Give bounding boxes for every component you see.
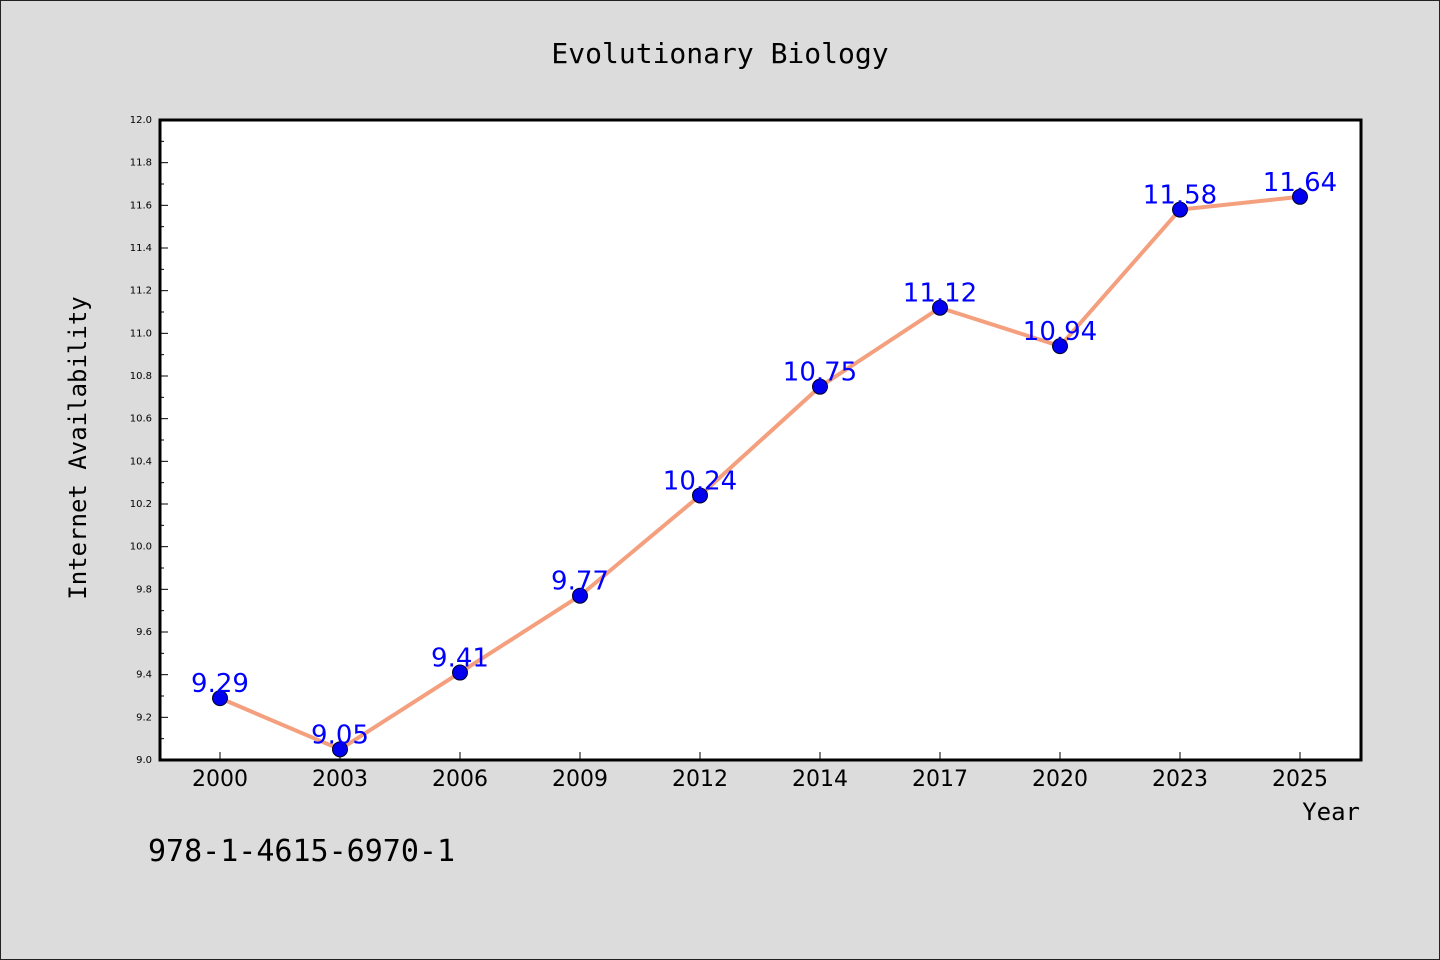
data-point bbox=[1052, 338, 1068, 355]
y-tick-label: 12.0 bbox=[130, 115, 152, 126]
data-point bbox=[1172, 201, 1188, 218]
y-tick-label: 9.0 bbox=[136, 755, 152, 766]
y-axis: 9.0 9.2 9.4 9.6 9.8 10.0 10.2 10.4 10.6 10.8 11.0 1… bbox=[130, 115, 168, 766]
data-point bbox=[932, 299, 948, 316]
data-label: 10.75 bbox=[783, 358, 857, 388]
x-tick-label: 2025 bbox=[1272, 767, 1328, 792]
y-tick-label: 10.6 bbox=[130, 414, 152, 425]
x-tick-label: 2014 bbox=[792, 767, 848, 792]
y-tick-label: 10.2 bbox=[130, 499, 152, 510]
x-tick-label: 2009 bbox=[552, 767, 608, 792]
data-labels: 9.29 9.05 9.41 9.77 10.24 10.75 11.12 10.94 11.5… bbox=[191, 168, 1337, 751]
x-tick-label: 2020 bbox=[1032, 767, 1088, 792]
plot-area bbox=[158, 118, 1363, 762]
y-tick-label: 10.0 bbox=[130, 542, 152, 553]
y-tick-label: 11.8 bbox=[130, 158, 152, 169]
y-tick-label: 9.6 bbox=[136, 627, 152, 638]
x-axis-label: Year bbox=[1302, 798, 1360, 826]
data-label: 11.58 bbox=[1143, 181, 1217, 211]
y-tick-label: 11.2 bbox=[130, 286, 152, 297]
data-point bbox=[452, 664, 468, 681]
data-label: 11.64 bbox=[1263, 168, 1337, 198]
y-tick-label: 10.4 bbox=[130, 456, 152, 467]
y-tick-label: 11.4 bbox=[130, 243, 152, 254]
data-label: 9.05 bbox=[311, 720, 369, 750]
data-point bbox=[332, 741, 348, 758]
data-label: 10.94 bbox=[1023, 317, 1097, 347]
isbn-text: 978-1-4615-6970-1 bbox=[148, 834, 456, 869]
x-tick-label: 2006 bbox=[432, 767, 488, 792]
x-tick-label: 2003 bbox=[312, 767, 368, 792]
y-tick-label: 10.8 bbox=[130, 371, 152, 382]
y-tick-label: 9.4 bbox=[136, 670, 152, 681]
data-label: 9.77 bbox=[551, 567, 609, 597]
data-label: 9.41 bbox=[431, 644, 489, 674]
data-label: 11.12 bbox=[903, 279, 977, 309]
chart-title: Evolutionary Biology bbox=[551, 37, 888, 70]
data-label: 9.29 bbox=[191, 669, 249, 699]
data-point bbox=[812, 378, 828, 395]
y-axis-label: Internet Availability bbox=[64, 296, 92, 599]
x-axis: 2000 2003 2006 2009 2012 2014 2017 2020 2023 2025 bbox=[192, 752, 1328, 792]
y-tick-label: 11.0 bbox=[130, 328, 152, 339]
series-line bbox=[218, 194, 1302, 752]
data-point bbox=[572, 587, 588, 604]
y-tick-label: 9.2 bbox=[136, 712, 152, 723]
x-tick-label: 2017 bbox=[912, 767, 968, 792]
x-tick-label: 2023 bbox=[1152, 767, 1208, 792]
x-tick-label: 2000 bbox=[192, 767, 248, 792]
data-label: 10.24 bbox=[663, 466, 737, 496]
data-markers bbox=[212, 188, 1308, 758]
y-tick-label: 9.8 bbox=[136, 584, 152, 595]
x-tick-label: 2012 bbox=[672, 767, 728, 792]
data-point bbox=[1292, 188, 1308, 205]
data-point bbox=[212, 690, 228, 707]
y-tick-label: 11.6 bbox=[130, 200, 152, 211]
data-point bbox=[692, 487, 708, 504]
